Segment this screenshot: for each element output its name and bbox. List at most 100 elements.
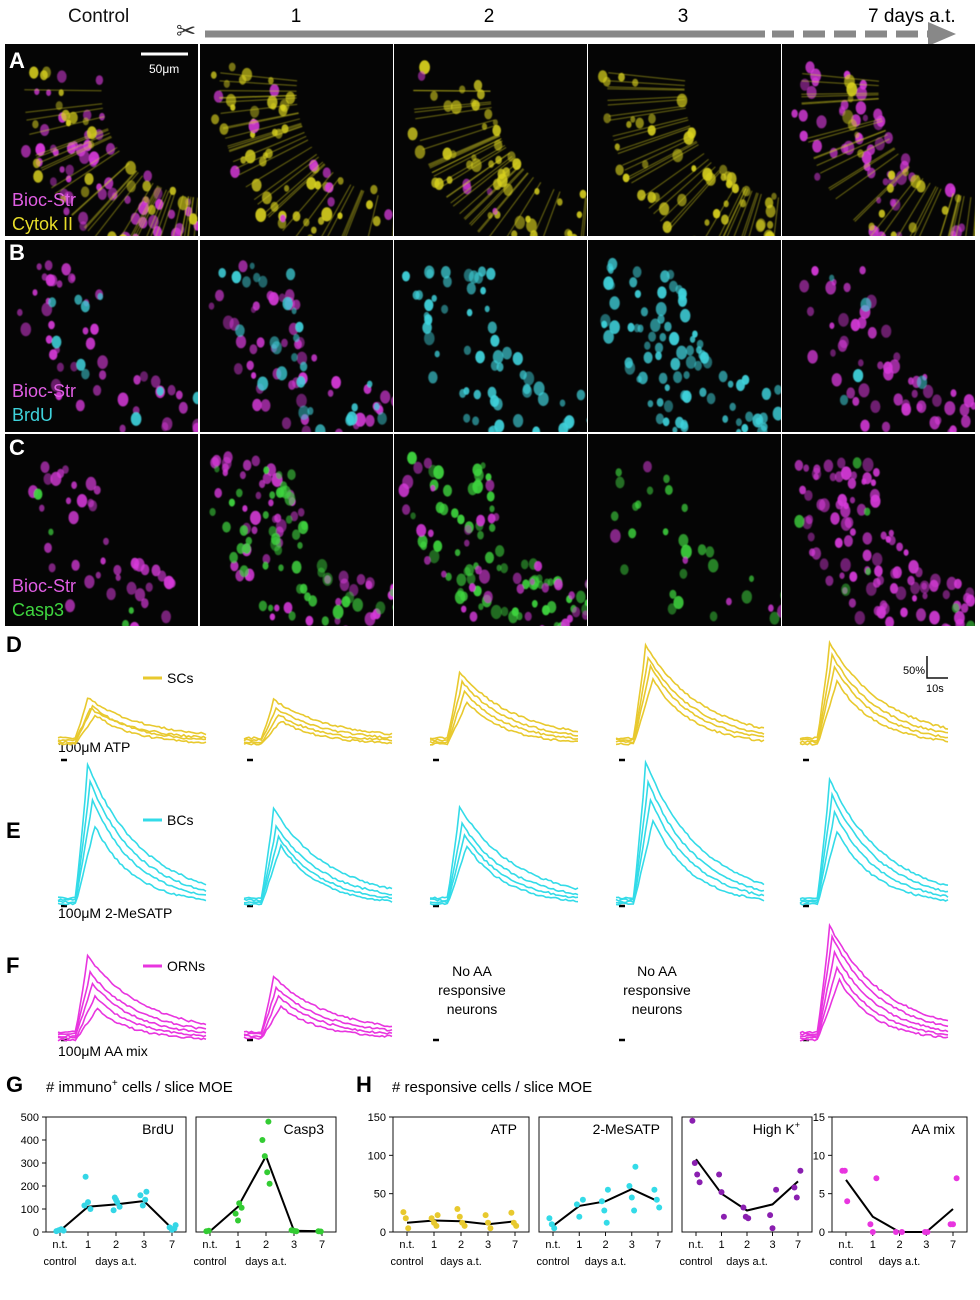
timepoint-1: 1: [291, 6, 302, 27]
legend-label-scs: SCs: [167, 670, 193, 686]
trace-orn-col2-4: [243, 1004, 393, 1040]
y-tick-label: 100: [21, 1204, 39, 1216]
data-point: [293, 1228, 300, 1235]
chart-2-mesatp: 2-MeSATP n.t. 1 2 3 7 control days a.t.: [536, 1116, 673, 1268]
data-point: [601, 1207, 608, 1214]
micrograph-r2-c5: [782, 240, 975, 432]
trace-group-orn-col2: [243, 975, 393, 1042]
x-label-days: days a.t.: [245, 1256, 287, 1268]
x-tick-label: 3: [291, 1239, 297, 1251]
y-tick-label: 0: [380, 1227, 386, 1239]
trace-orn-col1-1: [57, 953, 207, 1034]
mean-line: [552, 1187, 659, 1227]
trace-sc-col3-3: [429, 689, 579, 744]
stimulus-label-atp: 100μM ATP: [58, 739, 130, 755]
trace-bc-col5-4: [799, 830, 949, 906]
data-point: [235, 1217, 241, 1224]
x-tick-label: 2: [744, 1239, 750, 1251]
scale-x-label: 10s: [926, 683, 944, 695]
trace-group-sc-col3: [429, 670, 579, 762]
trace-bc-col1-2: [57, 778, 207, 902]
data-point: [631, 1207, 638, 1214]
y-tick-label: 0: [33, 1227, 39, 1239]
data-point: [487, 1225, 494, 1232]
legend-label-bcs: BCs: [167, 812, 193, 828]
panel-letter-A: A: [9, 48, 25, 73]
y-tick-label: 50: [374, 1189, 386, 1201]
data-point: [869, 1229, 876, 1235]
stain-label-bioc-str-C: Bioc-Str: [12, 576, 76, 596]
data-point: [265, 1118, 272, 1125]
data-point: [60, 1227, 67, 1234]
timeline-arrowhead: [928, 22, 956, 46]
x-tick-label: 1: [870, 1239, 876, 1251]
trace-orn-col1-2: [57, 969, 207, 1036]
data-point: [405, 1225, 412, 1232]
data-point: [867, 1221, 874, 1228]
data-point: [950, 1221, 956, 1228]
data-point: [953, 1175, 960, 1182]
x-tick-label: 1: [431, 1239, 437, 1251]
data-point: [433, 1222, 440, 1229]
y-tick-label: 500: [21, 1112, 39, 1124]
panel-letter-B: B: [9, 240, 25, 265]
x-tick-label: 1: [576, 1239, 582, 1251]
trace-group-bc-col4: [615, 759, 765, 908]
trace-bc-col4-2: [615, 778, 765, 902]
mean-line: [59, 1199, 173, 1232]
data-point: [142, 1196, 149, 1203]
micrograph-r3-c5: [782, 434, 975, 626]
data-point: [718, 1189, 725, 1196]
panel-G-title-sup: +: [112, 1078, 118, 1089]
x-label-control: control: [43, 1256, 76, 1268]
trace-group-bc-col1: [57, 761, 207, 908]
trace-orn-col2-1: [243, 975, 393, 1034]
trace-sc-col5-1: [799, 639, 949, 740]
chart-title: 2-MeSATP: [593, 1121, 660, 1137]
x-label-control: control: [679, 1256, 712, 1268]
no-response-note-day3: No AA responsive neurons: [623, 963, 691, 1017]
trace-sc-col2-3: [243, 714, 393, 744]
micrograph-r3-c2: [200, 434, 393, 626]
x-tick-label: 3: [923, 1239, 929, 1251]
x-tick-label: 2: [458, 1239, 464, 1251]
no-response-line-2: responsive: [623, 982, 691, 998]
trace-sc-col1-1: [57, 697, 207, 740]
trace-orn-col1-3: [57, 981, 207, 1038]
data-point: [898, 1229, 905, 1235]
trace-orn-col2-3: [243, 994, 393, 1038]
panel-letter-G: G: [6, 1072, 23, 1097]
data-point: [924, 1229, 931, 1235]
data-point: [266, 1180, 273, 1187]
trace-sc-col5-4: [799, 679, 949, 746]
trace-sc-col5-2: [799, 651, 949, 742]
data-point: [261, 1153, 268, 1160]
data-point: [139, 1202, 146, 1209]
trace-group-bc-col2: [243, 806, 393, 908]
trace-sc-col5-3: [799, 664, 949, 744]
data-point: [82, 1173, 89, 1180]
data-point: [720, 1213, 727, 1220]
trace-group-sc-col4: [615, 642, 765, 762]
data-point: [632, 1163, 639, 1170]
scale-bar-label: 50μm: [149, 62, 179, 76]
trace-sc-col3-4: [430, 700, 579, 746]
micrograph-r3-c1: [5, 434, 198, 626]
data-point: [81, 1202, 88, 1209]
data-point: [508, 1209, 515, 1216]
data-point: [546, 1215, 553, 1222]
data-point: [656, 1204, 663, 1211]
chart-title: BrdU: [142, 1121, 174, 1137]
data-point: [797, 1167, 804, 1174]
data-point: [482, 1212, 489, 1219]
data-point: [236, 1200, 243, 1207]
data-point: [628, 1194, 635, 1201]
stain-label-brdu: BrdU: [12, 405, 53, 425]
trace-bc-col5-3: [799, 809, 949, 904]
data-point: [113, 1196, 119, 1203]
quantification-titles: G # immuno+ cells / slice MOE H # respon…: [6, 1072, 592, 1097]
trace-group-sc-col1: [57, 697, 207, 762]
chart-title: Casp3: [284, 1121, 325, 1137]
trace-group-orn-col5: [799, 922, 949, 1042]
